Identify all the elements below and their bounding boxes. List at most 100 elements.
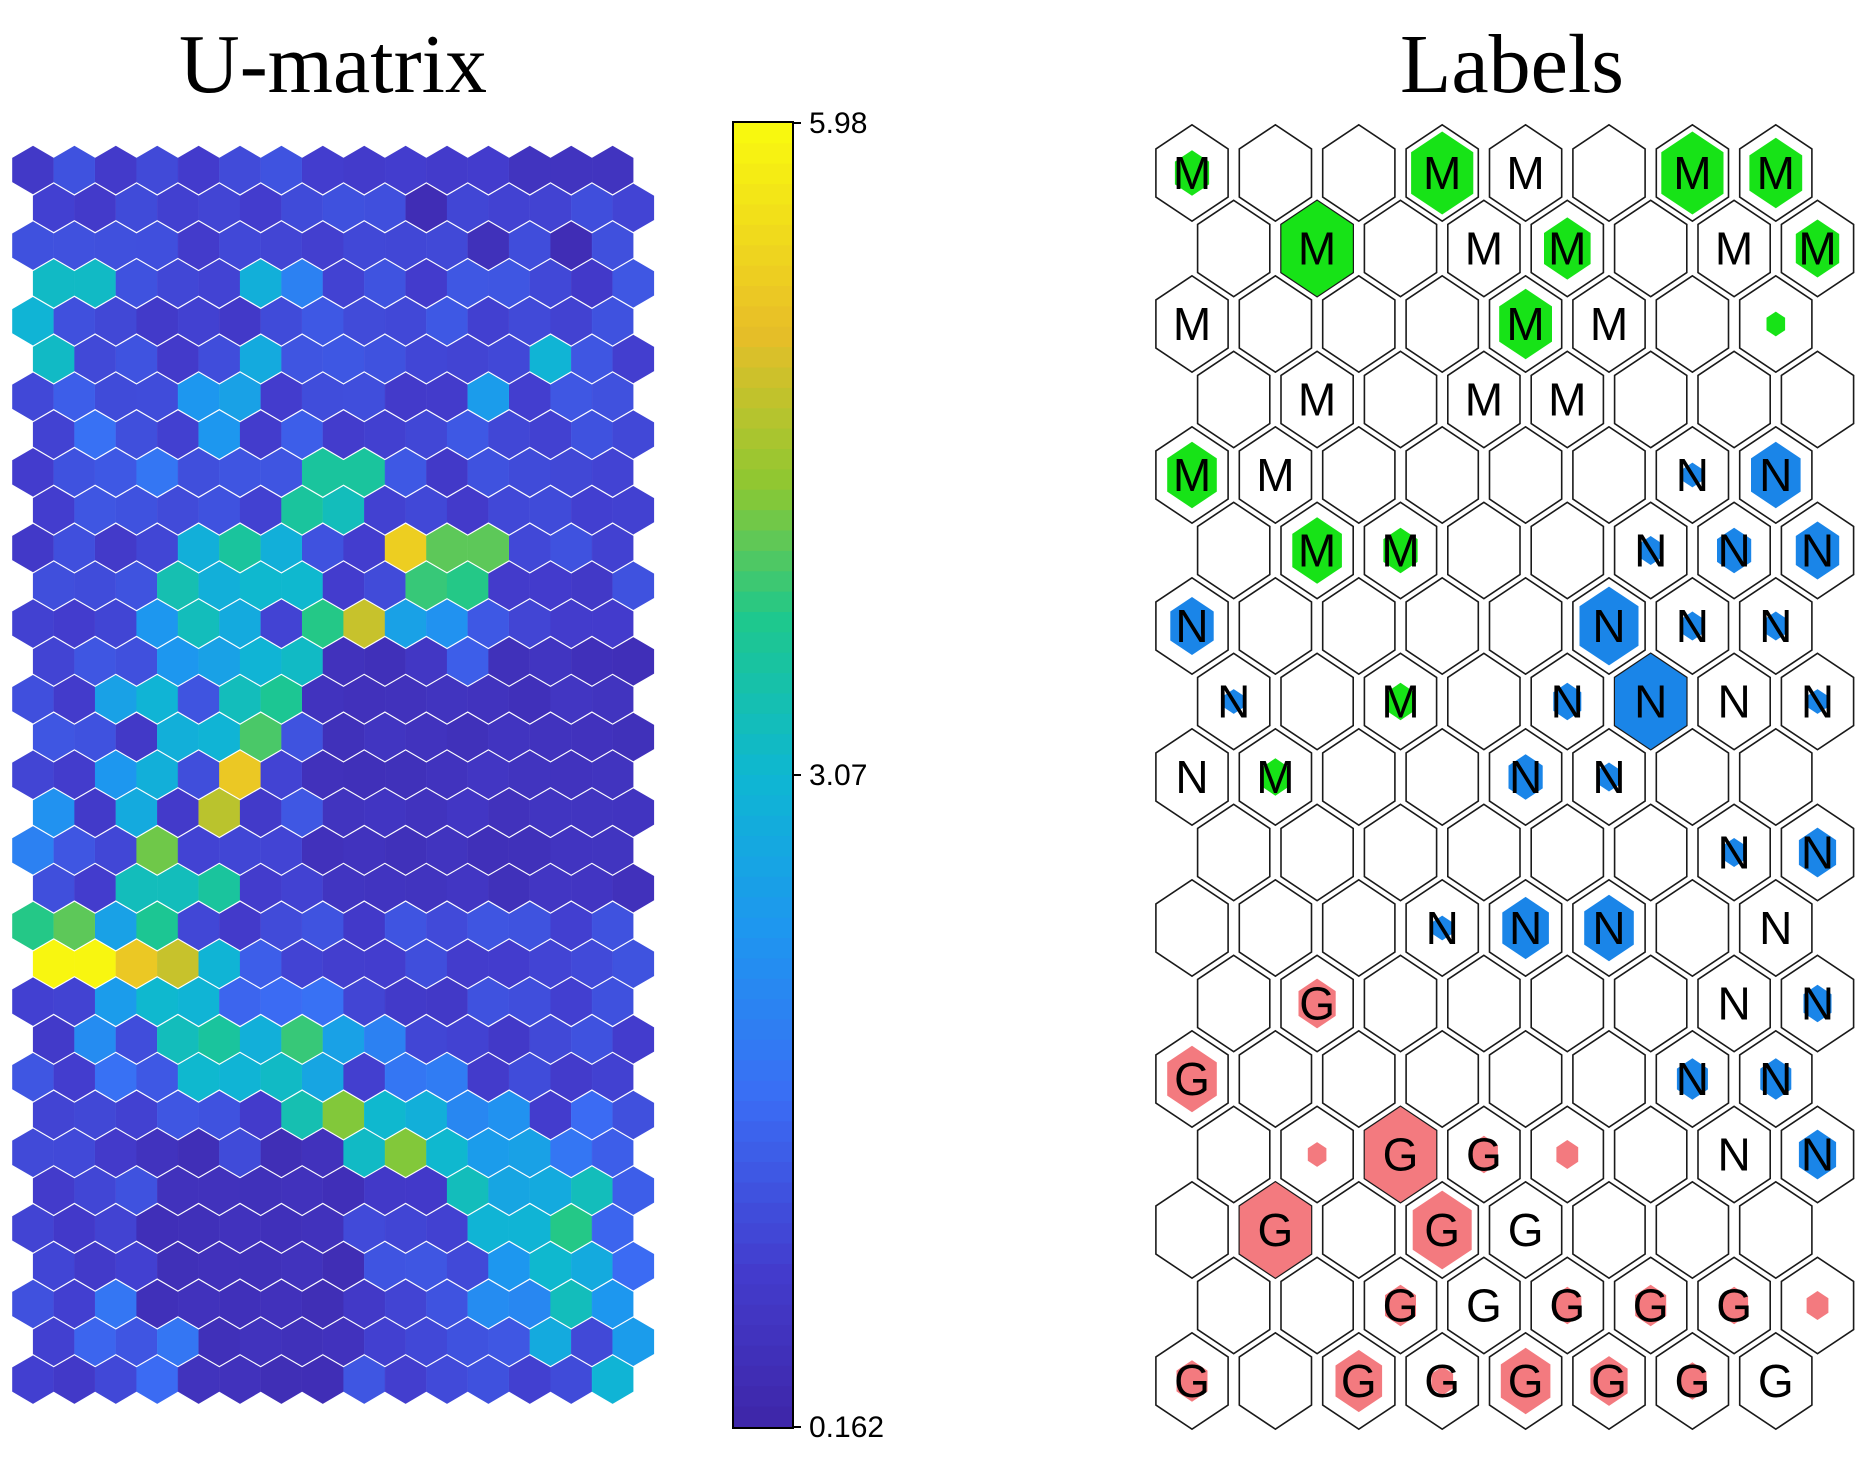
umatrix-cell xyxy=(550,448,593,497)
umatrix-cell xyxy=(95,674,137,724)
umatrix-cell xyxy=(260,826,303,875)
umatrix-cell xyxy=(488,410,530,459)
umatrix-cell xyxy=(157,1166,199,1215)
umatrix-cell xyxy=(612,863,655,913)
colorbar-band xyxy=(733,163,793,185)
umatrix-cell xyxy=(426,750,468,800)
labels-cell xyxy=(1238,576,1313,676)
umatrix-cell xyxy=(384,1052,427,1102)
umatrix-cell xyxy=(239,1090,282,1140)
labels-cell-label: G xyxy=(1174,1053,1210,1105)
umatrix-cell xyxy=(136,1355,178,1404)
colorbar-band xyxy=(733,632,793,654)
colorbar-band xyxy=(733,1019,793,1041)
umatrix-cell xyxy=(508,750,551,800)
umatrix-cell xyxy=(488,1241,530,1291)
umatrix-cell xyxy=(364,561,406,611)
labels-cell xyxy=(1321,123,1396,223)
umatrix-cell xyxy=(384,296,427,346)
umatrix-cell xyxy=(467,1052,510,1102)
colorbar-band xyxy=(733,489,793,511)
umatrix-cell xyxy=(53,523,96,573)
umatrix-cell xyxy=(177,750,220,800)
umatrix-cell xyxy=(343,750,386,800)
umatrix-cell xyxy=(32,183,75,233)
umatrix-cell xyxy=(364,939,406,989)
umatrix-cell xyxy=(343,221,386,270)
umatrix-cell xyxy=(446,259,489,308)
umatrix-cell xyxy=(571,485,613,535)
umatrix-cell xyxy=(136,977,178,1026)
umatrix-cell xyxy=(364,183,406,233)
umatrix-cell xyxy=(74,485,116,535)
umatrix-cell xyxy=(446,1090,489,1140)
labels-cell xyxy=(1697,954,1771,1053)
umatrix-cell xyxy=(612,410,655,459)
umatrix-cell xyxy=(467,599,510,648)
umatrix-cell xyxy=(281,637,323,686)
umatrix-cell xyxy=(529,1241,572,1291)
colorbar-band xyxy=(733,1121,793,1143)
colorbar-band xyxy=(733,571,793,593)
umatrix-cell xyxy=(95,1355,137,1404)
umatrix-cell xyxy=(260,1052,303,1102)
labels-cell xyxy=(1572,1180,1646,1280)
umatrix-cell xyxy=(32,863,75,913)
umatrix-cell xyxy=(426,448,468,497)
umatrix-cell xyxy=(53,674,96,724)
umatrix-cell xyxy=(53,1355,96,1404)
umatrix-cell xyxy=(426,901,468,951)
umatrix-cell xyxy=(177,977,220,1026)
umatrix-cell xyxy=(467,1279,510,1329)
labels-cell-label: N xyxy=(1634,525,1667,577)
umatrix-cell xyxy=(612,334,655,384)
labels-cell-label: G xyxy=(1424,1204,1460,1256)
umatrix-cell xyxy=(322,863,365,913)
labels-cell xyxy=(1155,274,1229,374)
labels-cell-fill xyxy=(1806,1291,1829,1320)
umatrix-cell xyxy=(488,939,530,989)
labels-cell-fill xyxy=(1364,1106,1437,1203)
umatrix-cell xyxy=(157,561,199,611)
umatrix-title: U-matrix xyxy=(179,18,487,111)
labels-cell-fill xyxy=(1261,758,1290,796)
umatrix-cell xyxy=(219,901,261,951)
umatrix-cell xyxy=(136,674,178,724)
umatrix-cell xyxy=(529,1317,572,1367)
labels-cell-fill xyxy=(1500,1347,1551,1415)
umatrix-cell xyxy=(426,977,468,1026)
umatrix-cell xyxy=(74,334,116,384)
labels-cell-fill xyxy=(1553,682,1582,721)
colorbar-band xyxy=(733,1223,793,1245)
labels-cell xyxy=(1572,123,1646,223)
labels-cell-label: G xyxy=(1383,1129,1419,1181)
umatrix-cell xyxy=(426,523,468,573)
umatrix-cell xyxy=(508,296,551,346)
umatrix-cell xyxy=(53,145,96,195)
umatrix-cell xyxy=(157,485,199,535)
umatrix-cell xyxy=(53,1052,96,1102)
umatrix-cell xyxy=(32,1166,75,1215)
colorbar-band xyxy=(733,1162,793,1184)
umatrix-cell xyxy=(571,259,613,308)
colorbar-band xyxy=(733,591,793,613)
umatrix-cell xyxy=(426,145,468,195)
labels-title: Labels xyxy=(1400,18,1624,111)
umatrix-cell xyxy=(157,334,199,384)
colorbar-band xyxy=(733,1101,793,1122)
umatrix-cell xyxy=(12,145,54,195)
umatrix-cell xyxy=(364,788,406,837)
umatrix-cell xyxy=(405,561,448,611)
umatrix-cell xyxy=(136,599,178,648)
labels-cell xyxy=(1238,1331,1313,1431)
umatrix-cell xyxy=(467,901,510,951)
umatrix-cell xyxy=(12,296,54,346)
umatrix-cell xyxy=(467,523,510,573)
umatrix-cell xyxy=(239,561,282,611)
labels-cell-fill xyxy=(1803,984,1832,1023)
labels-cell-label: M xyxy=(1298,525,1336,577)
colorbar-band xyxy=(733,856,793,878)
labels-cell-fill xyxy=(1681,611,1704,641)
labels-cell-label: G xyxy=(1716,1280,1752,1332)
labels-cell-fill xyxy=(1174,150,1210,196)
